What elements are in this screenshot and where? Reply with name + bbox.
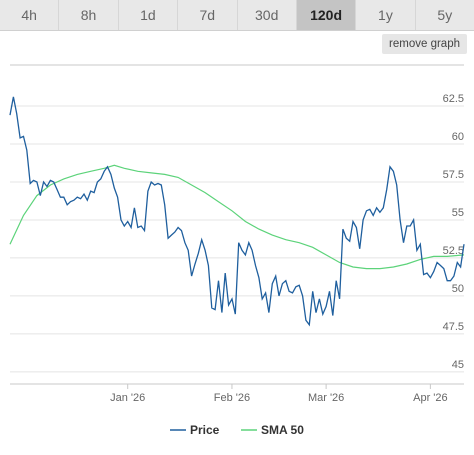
remove-graph-button[interactable]: remove graph (382, 34, 467, 54)
y-tick-label: 57.5 (443, 169, 464, 181)
x-tick-label: Mar '26 (308, 392, 344, 404)
tab-7d[interactable]: 7d (178, 0, 238, 30)
legend-label-price[interactable]: Price (190, 423, 220, 437)
gridlines (10, 105, 464, 373)
legend-label-sma-50[interactable]: SMA 50 (261, 423, 304, 437)
range-tabs: 4h 8h 1d 7d 30d 120d 1y 5y (0, 0, 474, 31)
y-tick-label: 50 (452, 283, 464, 295)
series-line-sma-50 (9, 164, 465, 270)
x-axis-ticks: Jan '26 Feb '26 Mar '26 Apr '26 (110, 384, 448, 404)
tab-30d[interactable]: 30d (238, 0, 297, 30)
y-axis-ticks: 45 47.5 50 52.5 55 57.5 60 62.5 (443, 93, 464, 371)
y-tick-label: 62.5 (443, 93, 464, 105)
x-tick-label: Jan '26 (110, 392, 145, 404)
tab-8h[interactable]: 8h (59, 0, 119, 30)
series-line-price (9, 96, 465, 327)
x-tick-label: Apr '26 (413, 392, 448, 404)
y-tick-label: 52.5 (443, 245, 464, 257)
tab-120d[interactable]: 120d (296, 0, 357, 30)
y-tick-label: 47.5 (443, 321, 464, 333)
tab-1y[interactable]: 1y (356, 0, 416, 30)
tab-1d[interactable]: 1d (119, 0, 179, 30)
y-tick-label: 55 (452, 207, 464, 219)
y-tick-label: 60 (452, 131, 464, 143)
tab-4h[interactable]: 4h (0, 0, 60, 30)
legend: Price SMA 50 (170, 423, 304, 437)
tab-5y[interactable]: 5y (437, 7, 453, 23)
x-tick-label: Feb '26 (214, 392, 250, 404)
y-tick-label: 45 (452, 359, 464, 371)
